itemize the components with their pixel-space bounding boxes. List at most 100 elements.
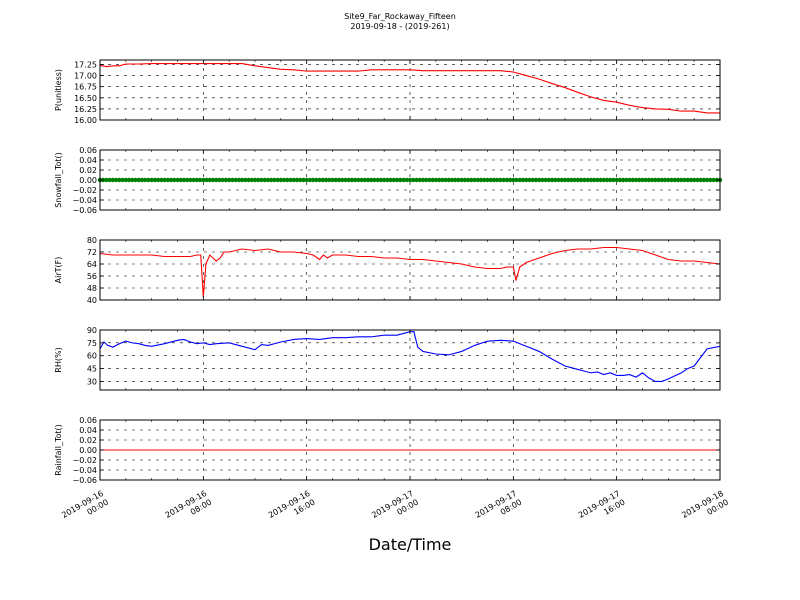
data-point (601, 177, 606, 183)
y-tick-label: 64 (87, 260, 97, 269)
data-point (688, 177, 694, 183)
data-point (333, 177, 338, 183)
data-point (575, 177, 581, 183)
data-point (530, 177, 535, 183)
data-point (233, 177, 238, 183)
data-point (110, 177, 116, 183)
data-point (598, 177, 603, 183)
data-point (453, 177, 458, 183)
data-point (475, 177, 481, 183)
data-point (449, 177, 455, 183)
y-tick-label: −0.02 (72, 456, 97, 465)
data-point (375, 177, 380, 183)
data-point (343, 177, 348, 183)
data-point (336, 177, 342, 183)
y-axis-label: Snowfall_Tot() (54, 152, 63, 208)
data-point (679, 177, 684, 183)
data-point (685, 177, 690, 183)
data-point (446, 177, 451, 183)
data-point (314, 177, 319, 183)
data-point (301, 177, 306, 183)
data-point (482, 177, 487, 183)
data-point (136, 177, 141, 183)
data-point (572, 177, 577, 183)
data-point (194, 177, 200, 183)
data-point (259, 177, 264, 183)
y-tick-label: −0.06 (72, 206, 97, 215)
data-point (527, 177, 532, 183)
data-point (443, 177, 448, 183)
data-point (423, 177, 429, 183)
data-point (649, 177, 655, 183)
data-point (646, 177, 652, 183)
data-point (533, 177, 539, 183)
data-point (310, 177, 316, 183)
data-point (126, 177, 132, 183)
y-tick-label: 16.50 (74, 94, 97, 103)
data-point (249, 177, 254, 183)
y-tick-label: 48 (87, 284, 97, 293)
y-tick-label: 0.06 (79, 146, 97, 155)
data-point (559, 177, 564, 183)
data-point (404, 177, 409, 183)
y-tick-label: 16.00 (74, 116, 97, 125)
y-tick-label: 40 (87, 296, 97, 305)
data-point (339, 177, 345, 183)
data-point (630, 177, 636, 183)
data-point (320, 177, 326, 183)
data-point (711, 177, 716, 183)
data-point (417, 177, 422, 183)
data-point (369, 177, 374, 183)
data-point (608, 177, 613, 183)
data-point (517, 177, 522, 183)
y-tick-label: 90 (87, 326, 97, 335)
subplots: 16.00 16.25 16.50 16.75 17.00 17.25 P(unitless… (54, 59, 730, 520)
data-point (582, 177, 587, 183)
y-tick-label: 0.00 (79, 176, 97, 185)
data-point (653, 177, 658, 183)
data-point (207, 177, 212, 183)
data-point (662, 177, 668, 183)
data-point (540, 177, 545, 183)
y-axis-label: Rainfall_Tot() (54, 424, 63, 476)
y-tick-label: 45 (87, 365, 97, 374)
y-tick-label: 0.04 (79, 426, 97, 435)
data-point (595, 177, 600, 183)
data-point (682, 177, 687, 183)
data-point (546, 177, 552, 183)
data-point (427, 177, 432, 183)
data-point (104, 177, 109, 183)
subplot-4: 30 45 60 75 90 RH(%) (54, 326, 721, 391)
data-point (133, 177, 138, 183)
data-point (352, 177, 358, 183)
data-point (359, 177, 364, 183)
data-point (130, 177, 135, 183)
y-tick-label: −0.04 (72, 196, 97, 205)
data-point (113, 177, 119, 183)
data-point (307, 177, 313, 183)
data-point (666, 177, 671, 183)
data-point (462, 177, 468, 183)
data-point (469, 177, 474, 183)
data-point (669, 177, 674, 183)
data-point (323, 177, 329, 183)
data-point (627, 177, 632, 183)
data-point (704, 177, 710, 183)
data-point (239, 177, 245, 183)
data-point (617, 177, 623, 183)
data-point (217, 177, 222, 183)
data-point (268, 177, 274, 183)
data-point (414, 177, 419, 183)
y-tick-label: 16.75 (74, 83, 97, 92)
y-tick-label: 0.06 (79, 416, 97, 425)
data-point (210, 177, 216, 183)
data-point (543, 177, 548, 183)
data-point (491, 177, 497, 183)
data-point (695, 177, 700, 183)
data-point (611, 177, 616, 183)
data-point (278, 177, 284, 183)
